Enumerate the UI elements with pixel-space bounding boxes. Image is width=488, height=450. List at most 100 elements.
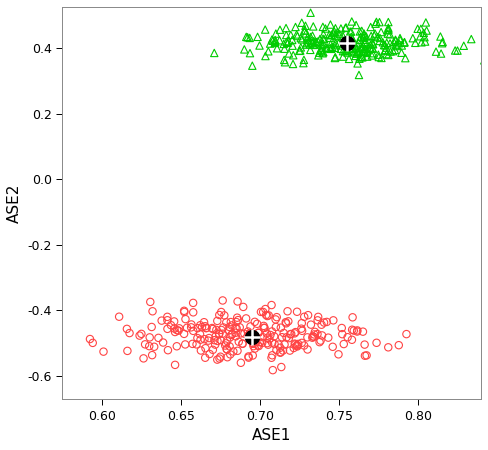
Point: [252, 334, 260, 341]
Point: [217, 337, 224, 344]
Point: [357, 33, 365, 40]
Point: [391, 46, 399, 54]
Point: [314, 317, 322, 324]
Point: [386, 48, 394, 55]
Point: [301, 27, 309, 34]
Point: [381, 47, 388, 54]
Point: [189, 327, 197, 334]
Point: [343, 40, 351, 47]
Point: [347, 33, 355, 40]
Point: [385, 51, 392, 59]
Point: [237, 330, 244, 337]
Point: [171, 361, 179, 369]
Point: [254, 329, 262, 337]
Point: [249, 342, 257, 350]
Point: [224, 354, 231, 361]
Point: [209, 346, 217, 353]
Point: [302, 22, 309, 29]
Point: [170, 318, 178, 325]
Point: [244, 353, 252, 360]
Point: [308, 40, 316, 47]
Point: [284, 308, 291, 315]
Point: [360, 34, 367, 41]
Point: [378, 54, 386, 62]
Point: [395, 342, 403, 349]
Point: [382, 46, 389, 54]
Point: [305, 39, 312, 46]
Point: [293, 308, 301, 315]
Point: [136, 332, 143, 339]
Point: [289, 42, 297, 50]
Point: [451, 47, 459, 54]
Point: [438, 40, 446, 47]
Point: [251, 318, 259, 325]
Point: [385, 18, 392, 26]
Point: [339, 33, 347, 40]
Point: [187, 321, 195, 328]
Point: [180, 330, 188, 338]
Point: [338, 331, 346, 338]
Point: [197, 347, 205, 354]
Point: [272, 316, 280, 323]
Point: [239, 340, 246, 347]
Point: [398, 42, 406, 49]
Point: [381, 41, 389, 49]
Point: [222, 340, 230, 347]
Point: [396, 35, 404, 42]
Point: [346, 40, 354, 48]
Point: [327, 31, 335, 38]
Point: [235, 338, 243, 345]
Point: [356, 28, 364, 35]
Point: [273, 45, 281, 52]
Point: [197, 336, 204, 343]
Point: [287, 32, 295, 39]
Point: [293, 342, 301, 349]
Point: [212, 333, 220, 340]
Point: [297, 44, 305, 51]
Point: [354, 60, 362, 67]
Point: [359, 48, 367, 55]
Point: [295, 47, 303, 54]
Point: [303, 36, 311, 43]
Point: [300, 342, 308, 349]
Point: [411, 39, 419, 46]
Point: [293, 343, 301, 350]
Point: [257, 308, 265, 315]
Point: [256, 42, 264, 49]
Point: [141, 341, 149, 348]
Point: [150, 343, 158, 351]
Point: [268, 36, 276, 43]
Point: [264, 312, 271, 319]
Point: [167, 322, 175, 329]
Point: [343, 46, 351, 54]
Point: [291, 330, 299, 337]
Point: [346, 34, 354, 41]
Point: [325, 31, 333, 38]
Point: [353, 327, 361, 334]
Point: [200, 319, 208, 326]
Point: [350, 49, 358, 56]
Point: [209, 325, 217, 333]
Point: [292, 328, 300, 336]
Point: [276, 26, 284, 33]
Point: [368, 39, 376, 46]
Point: [227, 331, 235, 338]
Point: [272, 346, 280, 354]
Point: [202, 324, 210, 332]
Point: [432, 48, 440, 55]
Point: [439, 38, 447, 45]
Point: [273, 314, 281, 321]
Point: [372, 18, 380, 26]
Point: [255, 329, 263, 337]
Point: [318, 45, 326, 52]
Point: [265, 312, 273, 319]
Point: [279, 347, 287, 354]
Point: [201, 336, 208, 343]
Point: [289, 52, 297, 59]
Point: [367, 32, 375, 40]
Point: [329, 29, 337, 36]
Point: [328, 32, 336, 39]
Point: [280, 56, 288, 63]
Point: [304, 311, 312, 319]
Point: [341, 37, 349, 45]
